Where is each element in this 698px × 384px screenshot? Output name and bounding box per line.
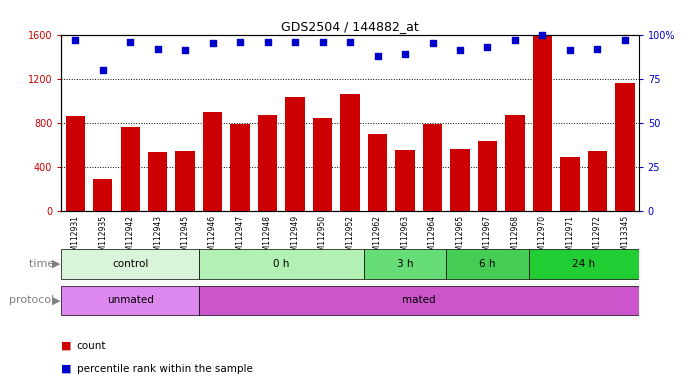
Point bbox=[399, 51, 410, 57]
Text: time: time bbox=[29, 259, 58, 269]
Point bbox=[262, 38, 273, 45]
Text: GSM112971: GSM112971 bbox=[565, 215, 574, 261]
Bar bbox=[93, 179, 112, 211]
Text: 24 h: 24 h bbox=[572, 259, 595, 269]
Point bbox=[97, 67, 108, 73]
Bar bbox=[285, 98, 305, 211]
Point bbox=[179, 47, 191, 53]
Text: GSM112970: GSM112970 bbox=[538, 215, 547, 261]
Text: control: control bbox=[112, 259, 149, 269]
Point bbox=[510, 37, 521, 43]
Text: GSM112962: GSM112962 bbox=[373, 215, 382, 261]
Bar bbox=[175, 151, 195, 211]
Bar bbox=[66, 116, 84, 211]
Bar bbox=[533, 35, 552, 211]
Point bbox=[152, 46, 163, 52]
Text: 6 h: 6 h bbox=[480, 259, 496, 269]
Bar bbox=[199, 249, 364, 279]
Bar bbox=[446, 249, 528, 279]
Text: 3 h: 3 h bbox=[396, 259, 413, 269]
Text: GSM112935: GSM112935 bbox=[98, 215, 107, 261]
Point bbox=[70, 37, 81, 43]
Text: GSM112943: GSM112943 bbox=[153, 215, 162, 261]
Text: ■: ■ bbox=[61, 341, 75, 351]
Bar bbox=[450, 149, 470, 211]
Point bbox=[482, 44, 493, 50]
Point bbox=[207, 40, 218, 46]
Text: ▶: ▶ bbox=[52, 295, 60, 306]
Bar bbox=[199, 286, 639, 315]
Text: ■: ■ bbox=[61, 364, 75, 374]
Text: GSM112948: GSM112948 bbox=[263, 215, 272, 261]
Bar bbox=[203, 112, 222, 211]
Text: unmated: unmated bbox=[107, 295, 154, 306]
Text: GSM112949: GSM112949 bbox=[290, 215, 299, 261]
Text: protocol: protocol bbox=[9, 295, 58, 306]
Point bbox=[427, 40, 438, 46]
Bar bbox=[528, 249, 639, 279]
Bar bbox=[364, 249, 446, 279]
Bar bbox=[258, 115, 277, 211]
Bar bbox=[368, 134, 387, 211]
Text: GSM112964: GSM112964 bbox=[428, 215, 437, 261]
Bar bbox=[230, 124, 250, 211]
Point bbox=[317, 38, 328, 45]
Point bbox=[619, 37, 630, 43]
Text: GSM112965: GSM112965 bbox=[456, 215, 464, 261]
Bar bbox=[313, 119, 332, 211]
Bar bbox=[341, 94, 359, 211]
Point bbox=[290, 38, 301, 45]
Point bbox=[565, 47, 576, 53]
Bar bbox=[395, 150, 415, 211]
Bar bbox=[616, 83, 634, 211]
Point bbox=[235, 38, 246, 45]
Bar bbox=[61, 286, 199, 315]
Text: GSM112968: GSM112968 bbox=[510, 215, 519, 261]
Text: ▶: ▶ bbox=[52, 259, 60, 269]
Point bbox=[372, 53, 383, 59]
Bar bbox=[148, 152, 168, 211]
Text: count: count bbox=[77, 341, 106, 351]
Text: GSM112946: GSM112946 bbox=[208, 215, 217, 261]
Point bbox=[454, 47, 466, 53]
Text: GSM112972: GSM112972 bbox=[593, 215, 602, 261]
Point bbox=[345, 38, 356, 45]
Text: GSM113345: GSM113345 bbox=[621, 215, 630, 261]
Text: 0 h: 0 h bbox=[273, 259, 290, 269]
Bar bbox=[588, 151, 607, 211]
Point bbox=[592, 46, 603, 52]
Text: GSM112967: GSM112967 bbox=[483, 215, 492, 261]
Text: GSM112942: GSM112942 bbox=[126, 215, 135, 261]
Point bbox=[124, 38, 135, 45]
Point bbox=[537, 31, 548, 38]
Bar bbox=[423, 124, 442, 211]
Bar bbox=[560, 157, 579, 211]
Title: GDS2504 / 144882_at: GDS2504 / 144882_at bbox=[281, 20, 419, 33]
Bar bbox=[61, 249, 199, 279]
Bar bbox=[505, 115, 525, 211]
Text: GSM112931: GSM112931 bbox=[70, 215, 80, 261]
Text: GSM112952: GSM112952 bbox=[346, 215, 355, 261]
Text: GSM112950: GSM112950 bbox=[318, 215, 327, 261]
Text: GSM112945: GSM112945 bbox=[181, 215, 190, 261]
Text: GSM112947: GSM112947 bbox=[236, 215, 244, 261]
Bar bbox=[121, 127, 140, 211]
Text: GSM112963: GSM112963 bbox=[401, 215, 410, 261]
Text: mated: mated bbox=[402, 295, 436, 306]
Text: percentile rank within the sample: percentile rank within the sample bbox=[77, 364, 253, 374]
Bar bbox=[478, 141, 497, 211]
